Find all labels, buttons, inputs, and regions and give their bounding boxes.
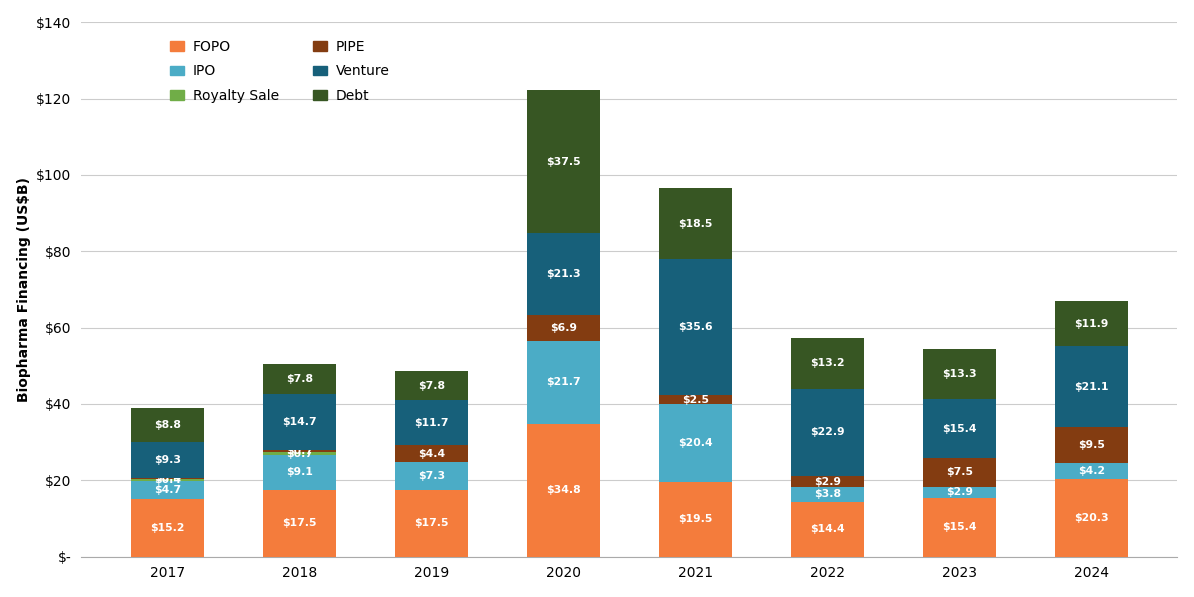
Bar (923, 458, 996, 487)
Text: $0.4: $0.4 (154, 475, 180, 485)
Text: $0.7: $0.7 (285, 449, 313, 458)
Text: $7.8: $7.8 (285, 374, 313, 384)
Bar (395, 371, 468, 401)
Bar (263, 455, 336, 490)
Bar (263, 450, 336, 453)
Bar (527, 315, 599, 341)
Bar (659, 395, 732, 404)
Y-axis label: Biopharma Financing (US$B): Biopharma Financing (US$B) (17, 177, 31, 402)
Text: $15.2: $15.2 (150, 522, 185, 533)
Text: $4.2: $4.2 (1078, 466, 1104, 476)
Bar (790, 487, 863, 501)
Text: $8.8: $8.8 (154, 420, 180, 430)
Bar (923, 498, 996, 556)
Bar (1055, 301, 1127, 346)
Text: $0.7: $0.7 (285, 446, 313, 456)
Bar (395, 462, 468, 490)
Bar (131, 481, 204, 498)
Bar (527, 233, 599, 315)
Bar (263, 393, 336, 450)
Bar (395, 490, 468, 556)
Text: $2.5: $2.5 (682, 395, 709, 405)
Text: $17.5: $17.5 (414, 518, 449, 528)
Text: $14.4: $14.4 (810, 524, 844, 534)
Bar (1055, 463, 1127, 479)
Bar (131, 442, 204, 478)
Bar (395, 445, 468, 462)
Text: $19.5: $19.5 (678, 515, 713, 524)
Bar (1055, 346, 1127, 427)
Text: $13.2: $13.2 (810, 358, 844, 368)
Legend: FOPO, IPO, Royalty Sale, PIPE, Venture, Debt: FOPO, IPO, Royalty Sale, PIPE, Venture, … (165, 35, 395, 109)
Text: $35.6: $35.6 (678, 322, 713, 332)
Bar (659, 404, 732, 482)
Bar (659, 482, 732, 556)
Text: $3.8: $3.8 (814, 490, 841, 499)
Text: $21.7: $21.7 (546, 377, 580, 387)
Text: $2.9: $2.9 (814, 476, 841, 487)
Bar (790, 338, 863, 389)
Bar (923, 399, 996, 458)
Bar (659, 259, 732, 395)
Bar (131, 478, 204, 479)
Bar (659, 188, 732, 259)
Text: $15.4: $15.4 (942, 424, 977, 434)
Text: $17.5: $17.5 (282, 518, 316, 528)
Bar (790, 389, 863, 476)
Bar (263, 453, 336, 455)
Bar (527, 90, 599, 233)
Text: $11.9: $11.9 (1075, 319, 1108, 328)
Text: $7.8: $7.8 (418, 381, 445, 390)
Bar (1055, 479, 1127, 556)
Text: $11.7: $11.7 (414, 418, 449, 428)
Text: $2.9: $2.9 (946, 487, 973, 497)
Text: $9.5: $9.5 (1078, 440, 1104, 450)
Text: $4.7: $4.7 (154, 485, 180, 495)
Text: $20.4: $20.4 (678, 438, 713, 448)
Text: $15.4: $15.4 (942, 522, 977, 532)
Text: $9.3: $9.3 (154, 455, 180, 465)
Text: $37.5: $37.5 (546, 156, 580, 167)
Bar (131, 498, 204, 556)
Text: $22.9: $22.9 (810, 427, 844, 438)
Bar (790, 476, 863, 487)
Text: $34.8: $34.8 (546, 485, 580, 495)
Text: $13.3: $13.3 (942, 369, 977, 379)
Bar (790, 501, 863, 556)
Bar (263, 490, 336, 556)
Text: $21.3: $21.3 (546, 269, 580, 279)
Text: $9.1: $9.1 (285, 467, 313, 478)
Text: $7.3: $7.3 (418, 471, 445, 481)
Text: $7.5: $7.5 (946, 467, 973, 478)
Text: $6.9: $6.9 (549, 323, 577, 333)
Bar (527, 341, 599, 424)
Text: $4.4: $4.4 (418, 448, 445, 458)
Bar (1055, 427, 1127, 463)
Text: $14.7: $14.7 (282, 417, 316, 427)
Text: $20.3: $20.3 (1073, 513, 1108, 523)
Bar (131, 408, 204, 442)
Bar (131, 479, 204, 481)
Bar (923, 487, 996, 498)
Bar (395, 401, 468, 445)
Bar (263, 364, 336, 393)
Text: $21.1: $21.1 (1073, 381, 1108, 392)
Bar (923, 349, 996, 399)
Bar (527, 424, 599, 556)
Text: $18.5: $18.5 (678, 219, 713, 229)
Text: $0.4: $0.4 (154, 473, 180, 484)
